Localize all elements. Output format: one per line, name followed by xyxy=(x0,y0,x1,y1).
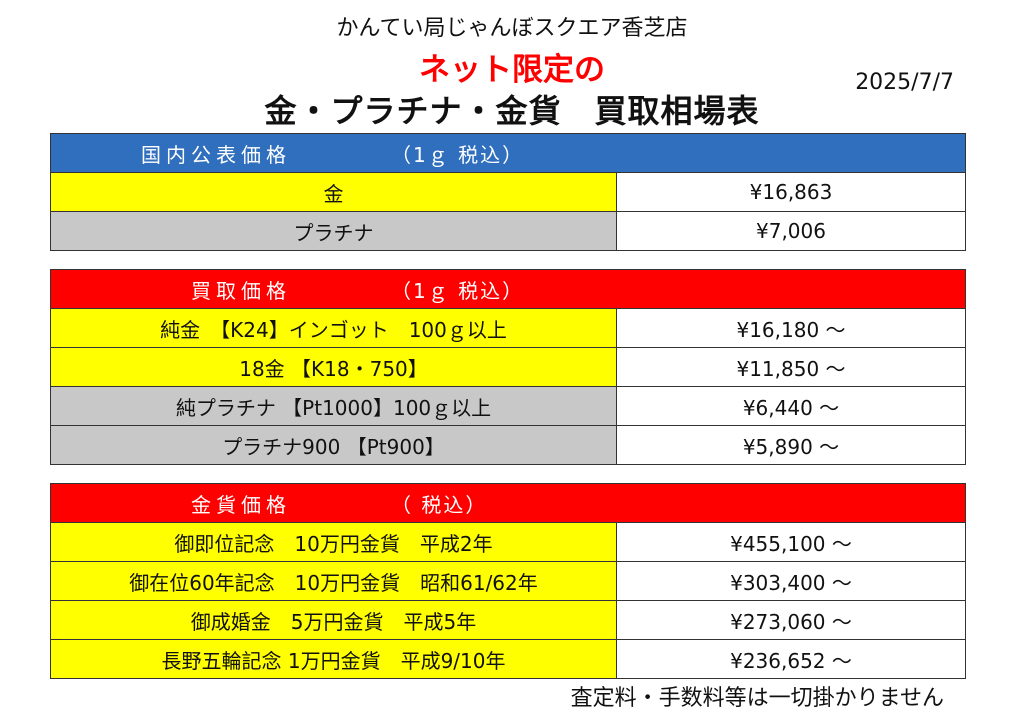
item-price: ¥11,850 ～ xyxy=(616,347,966,387)
footer-note: 査定料・手数料等は一切掛かりません xyxy=(570,686,944,711)
date: 2025/7/7 xyxy=(855,70,954,95)
store-name: かんてい局じゃんぼスクエア香芝店 xyxy=(336,16,688,41)
item-name: 御成婚金 5万円金貨 平成5年 xyxy=(50,600,617,640)
coin-price-table: 金貨価格 （ 税込） 御即位記念 10万円金貨 平成2年 ¥455,100 ～ … xyxy=(50,483,966,679)
buy-header-note: （1ｇ 税込） xyxy=(391,278,525,303)
item-name: 純プラチナ 【Pt1000】100ｇ以上 xyxy=(50,386,617,426)
table-row: 御在位60年記念 10万円金貨 昭和61/62年 ¥303,400 ～ xyxy=(50,561,966,601)
table-row: 18金 【K18・750】 ¥11,850 ～ xyxy=(50,347,966,387)
item-name: プラチナ xyxy=(50,211,617,251)
domestic-header-label: 国内公表価格 xyxy=(141,142,291,167)
table-row: プラチナ ¥7,006 xyxy=(50,211,966,251)
item-price: ¥273,060 ～ xyxy=(616,600,966,640)
table-row: 純金 【K24】インゴット 100ｇ以上 ¥16,180 ～ xyxy=(50,308,966,348)
buy-header-label: 買取価格 xyxy=(191,278,291,303)
table-row: 純プラチナ 【Pt1000】100ｇ以上 ¥6,440 ～ xyxy=(50,386,966,426)
item-price: ¥5,890 ～ xyxy=(616,425,966,465)
coin-header: 金貨価格 （ 税込） xyxy=(50,483,966,523)
domestic-header-row: 国内公表価格 （1ｇ 税込） xyxy=(50,133,966,173)
coin-header-note: （ 税込） xyxy=(391,492,488,517)
item-name: 金 xyxy=(50,172,617,212)
item-price: ¥16,180 ～ xyxy=(616,308,966,348)
item-name: プラチナ900 【Pt900】 xyxy=(50,425,617,465)
subtitle: ネット限定の xyxy=(419,52,605,88)
item-name: 純金 【K24】インゴット 100ｇ以上 xyxy=(50,308,617,348)
table-row: 長野五輪記念 1万円金貨 平成9/10年 ¥236,652 ～ xyxy=(50,639,966,679)
item-name: 御在位60年記念 10万円金貨 昭和61/62年 xyxy=(50,561,617,601)
item-name: 長野五輪記念 1万円金貨 平成9/10年 xyxy=(50,639,617,679)
buy-header-row: 買取価格 （1ｇ 税込） xyxy=(50,269,966,309)
table-row: 御即位記念 10万円金貨 平成2年 ¥455,100 ～ xyxy=(50,522,966,562)
table-row: プラチナ900 【Pt900】 ¥5,890 ～ xyxy=(50,425,966,465)
domestic-header: 国内公表価格 （1ｇ 税込） xyxy=(50,133,966,173)
item-price: ¥303,400 ～ xyxy=(616,561,966,601)
buy-price-table: 買取価格 （1ｇ 税込） 純金 【K24】インゴット 100ｇ以上 ¥16,18… xyxy=(50,269,966,465)
page-title: 金・プラチナ・金貨 買取相場表 xyxy=(264,92,760,130)
domestic-header-note: （1ｇ 税込） xyxy=(391,142,525,167)
item-name: 御即位記念 10万円金貨 平成2年 xyxy=(50,522,617,562)
item-price: ¥7,006 xyxy=(616,211,966,251)
item-name: 18金 【K18・750】 xyxy=(50,347,617,387)
coin-header-label: 金貨価格 xyxy=(191,492,291,517)
table-row: 金 ¥16,863 xyxy=(50,172,966,212)
domestic-price-table: 国内公表価格 （1ｇ 税込） 金 ¥16,863 プラチナ ¥7,006 xyxy=(50,133,966,251)
buy-header: 買取価格 （1ｇ 税込） xyxy=(50,269,966,309)
item-price: ¥236,652 ～ xyxy=(616,639,966,679)
item-price: ¥16,863 xyxy=(616,172,966,212)
item-price: ¥455,100 ～ xyxy=(616,522,966,562)
item-price: ¥6,440 ～ xyxy=(616,386,966,426)
coin-header-row: 金貨価格 （ 税込） xyxy=(50,483,966,523)
table-row: 御成婚金 5万円金貨 平成5年 ¥273,060 ～ xyxy=(50,600,966,640)
